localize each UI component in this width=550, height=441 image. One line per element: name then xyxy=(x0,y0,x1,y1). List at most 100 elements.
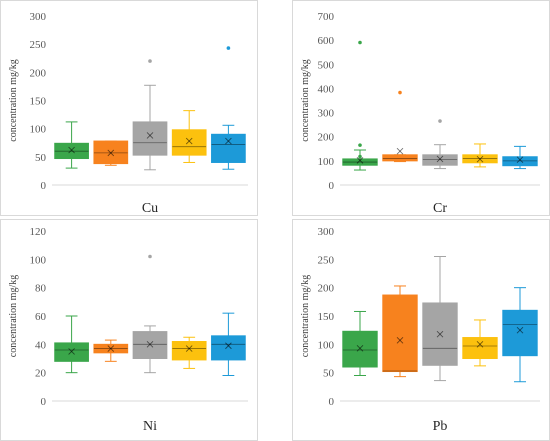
y-tick-label: 50 xyxy=(323,368,335,380)
outlier-point xyxy=(398,90,402,95)
mean-marker-stroke xyxy=(356,344,364,352)
y-tick-label: 50 xyxy=(35,152,47,164)
mean-marker-stroke xyxy=(146,132,154,139)
y-axis-label: concentration mg/kg xyxy=(300,59,311,141)
y-tick-label: 100 xyxy=(30,254,47,266)
mean-marker xyxy=(516,326,524,334)
mean-marker-stroke xyxy=(476,155,484,163)
mean-marker-stroke xyxy=(107,149,115,157)
pb-boxplot-panel: 0 50 100 150 200 250 300 concentration mg/kg Pb xyxy=(292,219,550,441)
mean-marker-stroke xyxy=(185,137,193,145)
box-5 xyxy=(211,312,246,376)
box-5 xyxy=(502,287,538,383)
y-tick-label: 300 xyxy=(30,11,47,23)
y-tick-label: 100 xyxy=(30,124,47,136)
outlier-point xyxy=(148,59,152,63)
box-body xyxy=(211,133,246,163)
outlier-point xyxy=(148,254,152,259)
mean-marker xyxy=(146,341,154,348)
y-tick-label: 700 xyxy=(318,11,335,23)
mean-marker-stroke xyxy=(516,326,524,334)
y-tick-label: 100 xyxy=(318,339,335,351)
y-tick-label: 400 xyxy=(318,83,335,95)
outlier-point xyxy=(226,46,231,50)
y-tick-label: 250 xyxy=(30,39,47,51)
y-tick-label: 80 xyxy=(35,283,47,295)
mean-marker xyxy=(107,345,115,352)
mean-marker xyxy=(356,157,364,164)
boxplot-svg: 0 50 100 150 200 250 300 concentration mg/kg Cu xyxy=(8,11,248,215)
y-tick-label: 120 xyxy=(30,226,47,238)
box-body xyxy=(342,158,378,166)
mean-marker-stroke xyxy=(516,156,524,163)
y-axis-label: concentration mg/kg xyxy=(8,275,19,357)
y-tick-label: 300 xyxy=(318,108,335,120)
y-tick-label: 20 xyxy=(35,368,47,380)
box-5 xyxy=(502,145,538,170)
outlier-point xyxy=(438,119,442,123)
y-tick-label: 200 xyxy=(318,283,335,295)
box-4 xyxy=(171,336,207,369)
y-tick-label: 40 xyxy=(35,339,47,351)
boxplot-svg: 0 100 200 300 400 500 600 700 concentration mg/k… xyxy=(300,11,540,215)
y-tick-label: 0 xyxy=(329,396,335,408)
box-body xyxy=(382,294,418,373)
box-1 xyxy=(54,121,89,169)
mean-marker xyxy=(107,149,115,157)
y-tick-label: 200 xyxy=(30,67,47,79)
y-axis-label: concentration mg/kg xyxy=(300,275,311,357)
box-2 xyxy=(93,140,129,166)
x-axis-label: Pb xyxy=(433,419,448,434)
cr-boxplot-panel: 0 100 200 300 400 500 600 700 concentration mg/k… xyxy=(292,0,550,216)
mean-marker-stroke xyxy=(68,146,75,154)
y-tick-label: 0 xyxy=(41,396,47,408)
box-body xyxy=(462,337,498,359)
y-tick-label: 0 xyxy=(41,180,47,192)
box-body xyxy=(342,330,378,368)
box-body xyxy=(502,156,538,167)
box-3 xyxy=(132,59,168,171)
box-body xyxy=(211,335,246,361)
mean-marker-stroke xyxy=(225,137,232,145)
box-body xyxy=(422,154,458,166)
mean-marker xyxy=(356,344,364,352)
box-2 xyxy=(93,339,129,362)
mean-marker xyxy=(68,348,75,355)
boxplot-svg: 0 50 100 150 200 250 300 concentration mg/kg Pb xyxy=(300,226,540,434)
box-body xyxy=(54,342,89,362)
x-axis-label: Cr xyxy=(433,201,447,215)
y-tick-label: 500 xyxy=(318,59,335,71)
mean-marker-stroke xyxy=(396,147,404,155)
mean-marker xyxy=(185,137,193,145)
mean-marker xyxy=(516,156,524,163)
box-body xyxy=(171,129,207,156)
mean-marker-stroke xyxy=(436,330,444,338)
box-body xyxy=(54,142,89,160)
box-3 xyxy=(132,254,168,374)
box-body xyxy=(382,154,418,162)
mean-marker-stroke xyxy=(107,345,115,352)
outlier-point xyxy=(358,143,362,147)
box-body xyxy=(132,121,168,156)
box-4 xyxy=(171,110,207,163)
cu-boxplot-panel: 0 50 100 150 200 250 300 concentration mg/kg Cu xyxy=(0,0,258,216)
y-tick-label: 150 xyxy=(318,311,335,323)
mean-marker xyxy=(225,137,232,145)
box-2 xyxy=(382,90,418,163)
mean-marker-stroke xyxy=(476,341,484,348)
y-tick-label: 100 xyxy=(318,156,335,168)
box-1 xyxy=(342,40,378,171)
box-4 xyxy=(462,143,498,168)
outlier-point xyxy=(358,40,362,45)
ni-boxplot-panel: 0 20 40 60 80 100 120 concentration mg/kg Ni xyxy=(0,219,258,441)
y-tick-label: 150 xyxy=(30,96,47,108)
y-tick-label: 250 xyxy=(318,254,335,266)
mean-marker xyxy=(476,155,484,163)
box-1 xyxy=(342,310,378,376)
mean-marker-stroke xyxy=(436,155,444,163)
box-1 xyxy=(54,315,89,374)
mean-marker xyxy=(185,345,193,352)
box-body xyxy=(171,341,207,361)
mean-marker-stroke xyxy=(68,348,75,355)
mean-marker xyxy=(68,146,75,154)
